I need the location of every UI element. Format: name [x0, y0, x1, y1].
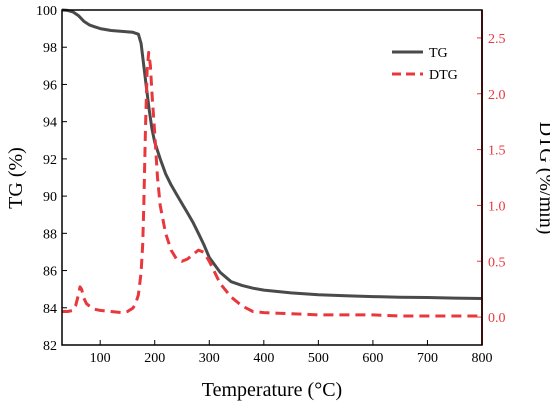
x-tick-label: 500 — [308, 351, 329, 366]
left-y-tick-label: 98 — [43, 41, 57, 56]
left-y-tick-label: 84 — [43, 302, 57, 317]
x-tick-label: 300 — [199, 351, 220, 366]
left-y-tick-label: 100 — [36, 4, 57, 19]
right-y-tick-label: 2.0 — [488, 88, 506, 103]
x-axis-title: Temperature (°C) — [202, 379, 342, 401]
left-y-tick-label: 88 — [43, 227, 57, 242]
x-tick-label: 600 — [362, 351, 383, 366]
x-tick-label: 100 — [90, 351, 111, 366]
legend-label-tg: TG — [429, 46, 448, 61]
left-y-tick-label: 92 — [43, 153, 57, 168]
left-y-tick-label: 96 — [43, 78, 57, 93]
right-y-tick-label: 1.5 — [488, 144, 506, 159]
series-layer — [61, 8, 483, 318]
right-y-tick-label: 2.5 — [488, 32, 506, 47]
series-line-tg — [61, 8, 483, 300]
right-y-axis-title: DTG (%/min) — [535, 122, 550, 235]
plot-frame — [61, 9, 483, 346]
right-y-tick-label: 1.0 — [488, 199, 506, 214]
left-y-tick-label: 82 — [43, 339, 57, 354]
x-tick-label: 700 — [417, 351, 438, 366]
legend-label-dtg: DTG — [429, 68, 458, 83]
left-y-axis-title: TG (%) — [5, 147, 27, 209]
left-y-tick-label: 94 — [43, 116, 57, 131]
left-y-tick-label: 90 — [43, 190, 57, 205]
legend: TG DTG — [392, 46, 458, 83]
left-y-tick-label: 86 — [43, 265, 57, 280]
x-tick-label: 200 — [144, 351, 165, 366]
right-y-tick-label: 0.5 — [488, 255, 506, 270]
series-line-dtg — [62, 50, 482, 318]
x-tick-label: 800 — [472, 351, 493, 366]
x-tick-label: 400 — [253, 351, 274, 366]
right-y-tick-label: 0.0 — [488, 311, 506, 326]
